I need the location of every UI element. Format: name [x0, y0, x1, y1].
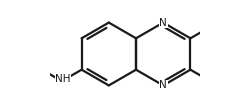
Text: NH: NH [55, 74, 70, 84]
Text: N: N [159, 80, 167, 90]
Text: N: N [159, 18, 167, 28]
